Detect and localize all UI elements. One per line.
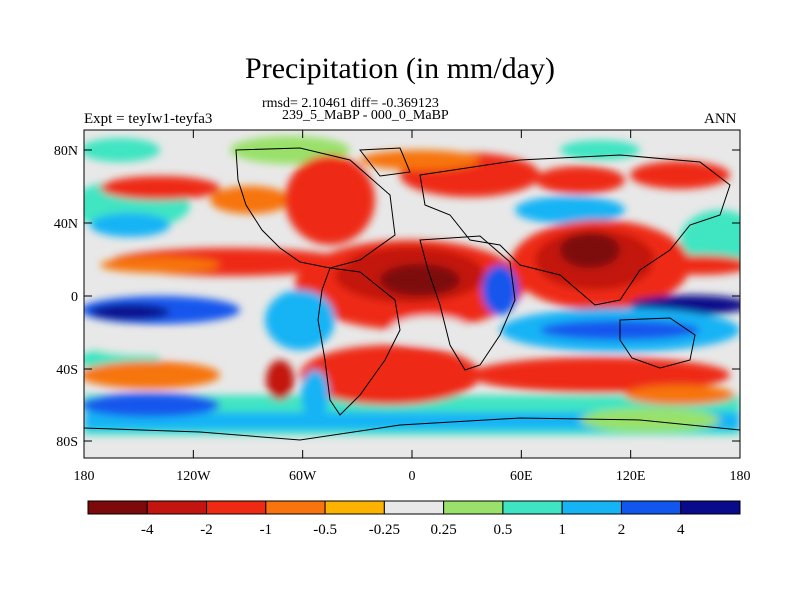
- lon-tick-label: 60E: [510, 469, 533, 484]
- colorbar-swatch: [620, 500, 682, 515]
- colorbar-swatch: [383, 500, 445, 515]
- lon-tick-label: 180: [730, 469, 751, 484]
- colorbar-swatch: [680, 500, 741, 515]
- colorbar-swatch: [443, 500, 504, 515]
- colorbar-label: 4: [677, 522, 685, 538]
- colorbar-label: -0.5: [313, 522, 337, 538]
- colorbar-label: 0.25: [431, 522, 457, 538]
- lat-tick-label: 80N: [54, 144, 78, 159]
- colorbar-label: 1: [558, 522, 566, 538]
- plot-title: Precipitation (in mm/day): [245, 52, 555, 85]
- lon-tick-label: 180: [74, 469, 95, 484]
- colorbar-swatch: [265, 500, 326, 515]
- coastline-outline: [84, 147, 740, 441]
- lat-tick-label: 80S: [56, 435, 78, 450]
- colorbar: -4 -2 -1 -0.5 -0.25 0.25 0.5 1 2 4: [87, 500, 741, 538]
- colorbar-swatch: [146, 500, 208, 515]
- colorbar-swatch: [87, 500, 148, 515]
- experiment-label: Expt = teyIw1-teyfa3: [84, 111, 213, 127]
- map-field: [84, 130, 740, 458]
- colorbar-label: -1: [260, 522, 273, 538]
- colorbar-swatch: [206, 500, 267, 515]
- colorbar-swatch: [502, 500, 563, 515]
- colorbar-label: 0.5: [494, 522, 513, 538]
- colorbar-label: -2: [200, 522, 213, 538]
- lat-tick-label: 40N: [54, 217, 78, 232]
- lon-tick-label: 60W: [289, 469, 317, 484]
- lat-tick-label: 40S: [56, 363, 78, 378]
- lon-tick-label: 120E: [616, 469, 646, 484]
- colorbar-label: -0.25: [369, 522, 400, 538]
- colorbar-swatch: [324, 500, 385, 515]
- lon-tick-label: 0: [409, 469, 416, 484]
- longitude-axis: 180 120W 60W 0 60E 120E 180: [74, 130, 751, 484]
- colorbar-label: 2: [618, 522, 626, 538]
- stats-line: rmsd= 2.10461 diff= -0.369123: [262, 96, 439, 111]
- season-label: ANN: [704, 111, 737, 127]
- lat-tick-label: 0: [71, 290, 78, 305]
- periods-line: 239_5_MaBP - 000_0_MaBP: [282, 108, 449, 123]
- colorbar-swatch: [561, 500, 622, 515]
- lon-tick-label: 120W: [176, 469, 211, 484]
- colorbar-label: -4: [141, 522, 154, 538]
- latitude-axis: 80N 40N 0 40S 80S: [54, 144, 740, 450]
